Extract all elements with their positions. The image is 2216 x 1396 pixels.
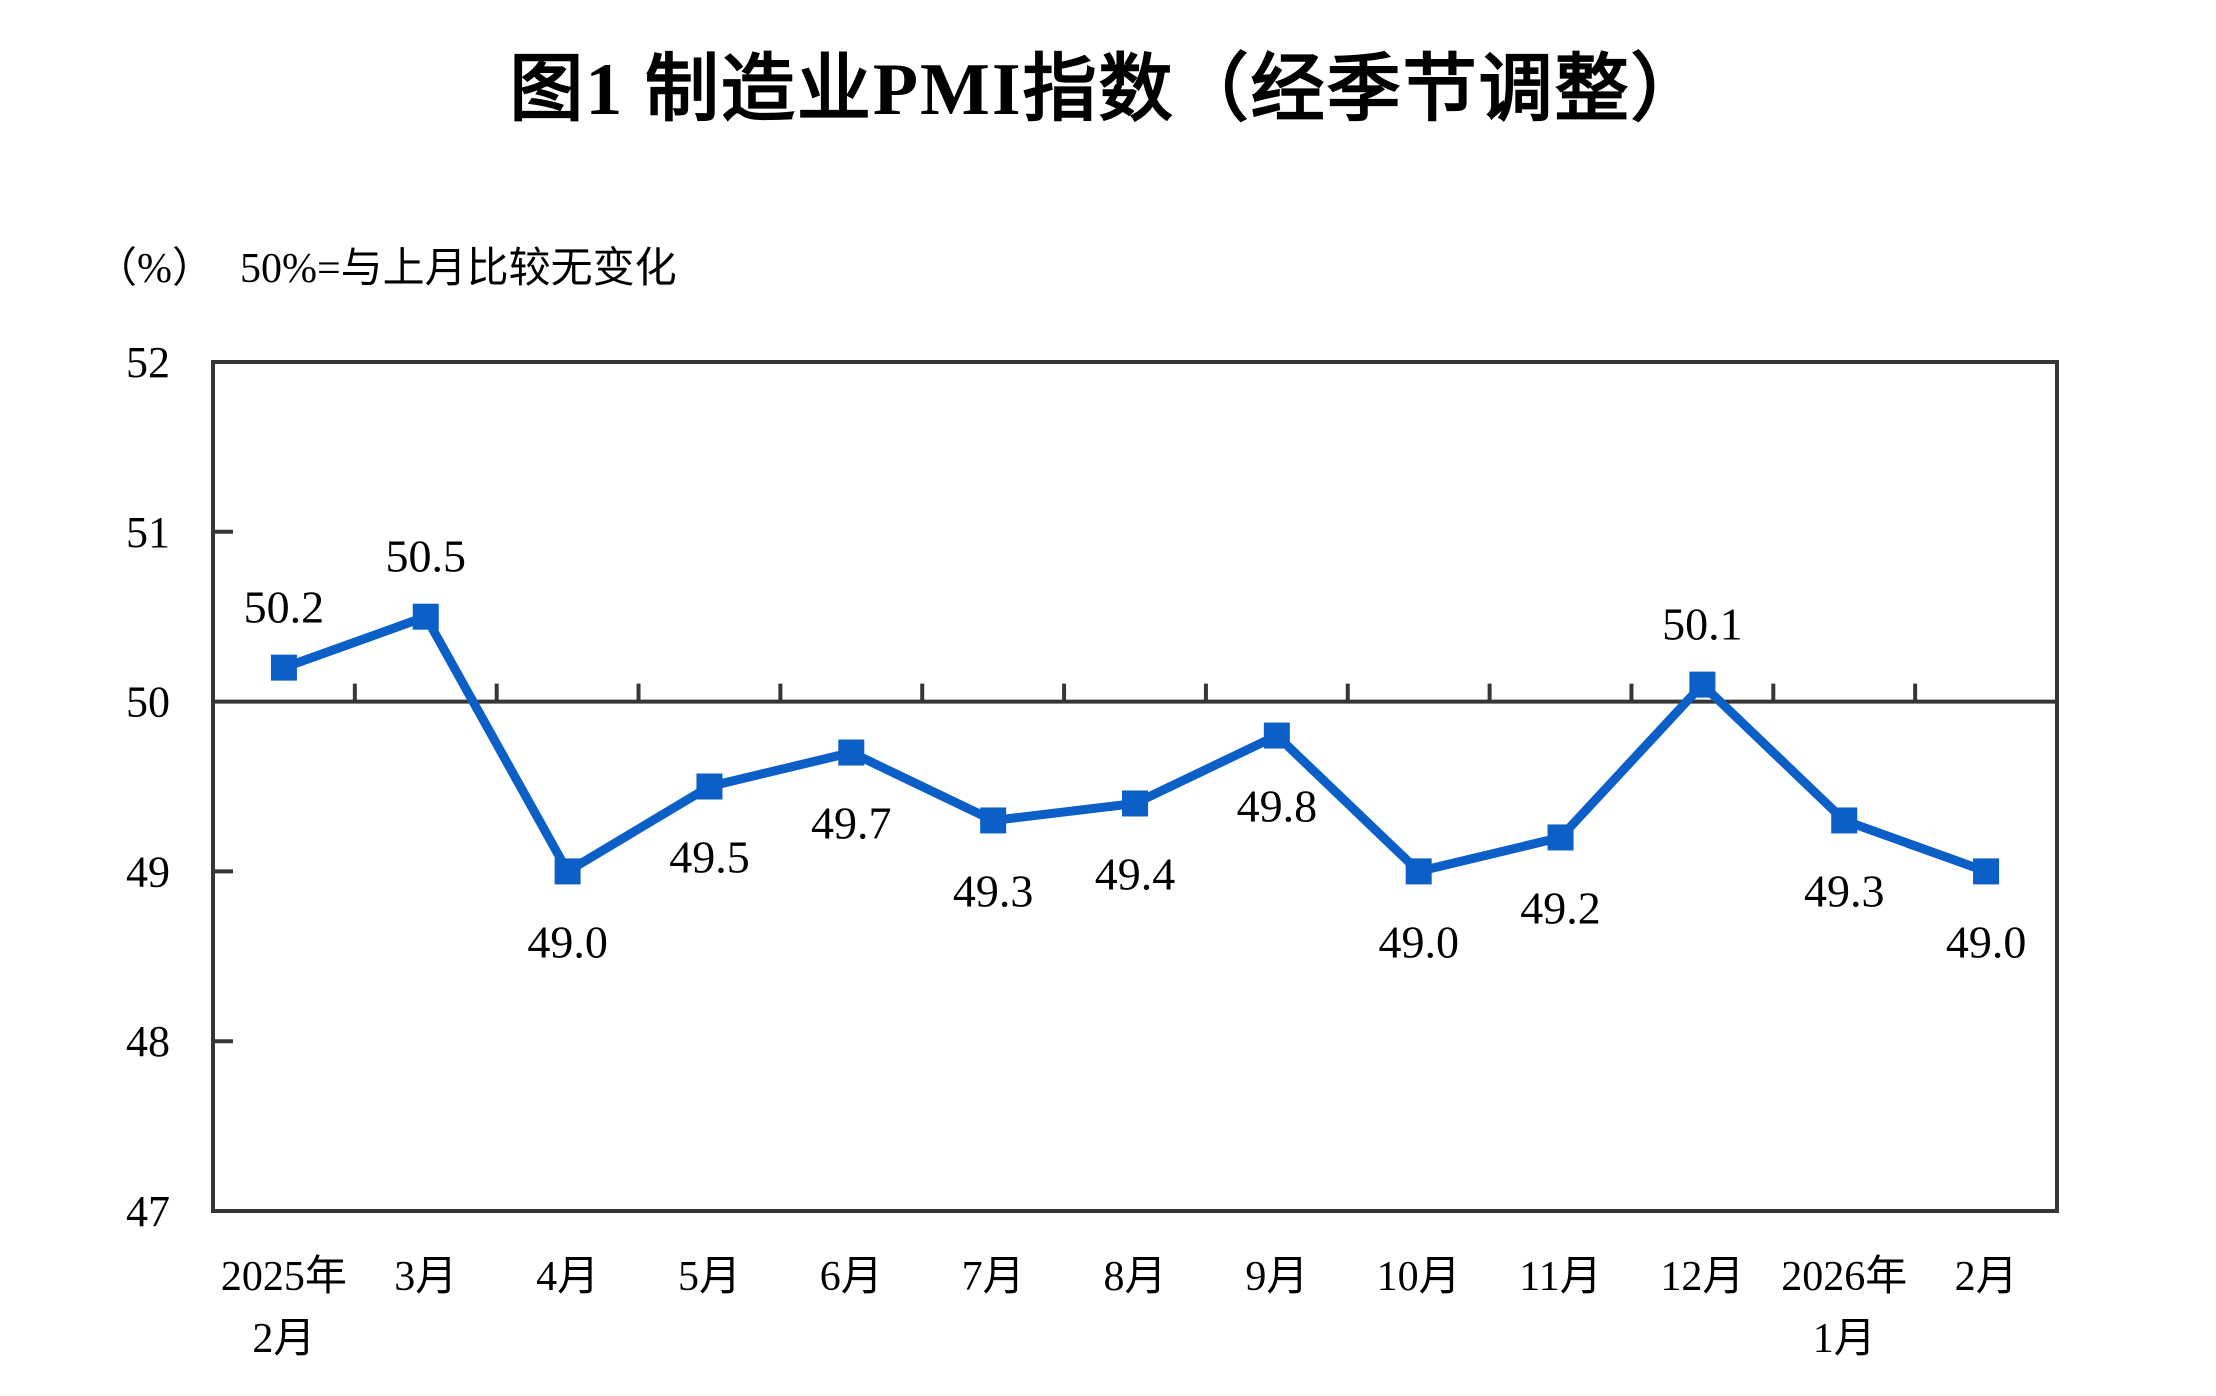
data-point-label: 50.1 [1662, 599, 1743, 650]
data-point-label: 49.2 [1520, 882, 1601, 933]
data-point-label: 50.5 [386, 531, 467, 582]
y-axis-tick-label: 47 [126, 1187, 170, 1236]
data-point-marker [1973, 858, 2000, 885]
reference-line-note: 50%=与上月比较无变化 [240, 246, 677, 292]
y-axis-tick-label: 48 [126, 1017, 170, 1066]
x-axis-category-label: 2025年 [221, 1253, 347, 1300]
x-axis-category-label: 2026年 [1781, 1253, 1907, 1300]
pmi-series-line [282, 611, 1988, 878]
data-point-label: 49.0 [527, 916, 608, 967]
data-point-label: 49.4 [1095, 848, 1176, 899]
data-point-marker [554, 858, 581, 885]
x-axis-category-label: 6月 [820, 1254, 883, 1300]
data-point-label: 49.3 [953, 865, 1034, 916]
x-axis-category-label: 4月 [536, 1254, 599, 1300]
data-point-label: 49.5 [669, 832, 750, 883]
data-point-label: 49.8 [1237, 781, 1318, 832]
data-point-label: 49.0 [1378, 916, 1459, 967]
data-point-label: 49.3 [1804, 865, 1885, 916]
x-axis-category-label: 2月 [1955, 1254, 2018, 1300]
data-point-marker [1831, 807, 1858, 834]
x-axis-category-label: 5月 [678, 1254, 741, 1300]
y-axis-unit-label: （%） [95, 246, 214, 292]
x-axis-category-label: 12月 [1660, 1254, 1744, 1300]
data-point-marker [1547, 824, 1574, 851]
data-point-marker [980, 807, 1007, 834]
data-point-marker [696, 773, 723, 800]
data-point-marker [838, 739, 865, 766]
data-point-marker [1405, 858, 1432, 885]
y-axis-tick-label: 50 [126, 678, 170, 727]
x-axis-category-label: 1月 [1813, 1316, 1876, 1362]
x-axis-category-label: 10月 [1377, 1254, 1461, 1300]
y-axis-tick-label: 51 [126, 508, 170, 557]
plot-border [211, 360, 2059, 1213]
data-point-marker [1689, 671, 1716, 698]
x-axis-category-label: 11月 [1519, 1254, 1601, 1300]
data-point-label: 49.7 [811, 798, 892, 849]
data-point-label: 49.0 [1946, 916, 2027, 967]
y-axis-tick-label: 49 [126, 847, 170, 896]
data-point-marker [1263, 722, 1290, 749]
x-axis-category-label: 3月 [394, 1254, 457, 1300]
data-point-label: 50.2 [244, 582, 325, 633]
x-axis-category-label: 9月 [1245, 1254, 1308, 1300]
axis-note-row: （%） 50%=与上月比较无变化 [95, 246, 677, 292]
data-point-marker [412, 603, 439, 630]
x-axis-category-label: 2月 [252, 1316, 315, 1362]
chart-title: 图1 制造业PMI指数（经季节调整） [509, 49, 1707, 131]
x-axis-category-label: 7月 [962, 1254, 1025, 1300]
data-point-marker [270, 654, 297, 681]
y-axis-tick-label: 52 [126, 338, 170, 387]
data-point-marker [1122, 790, 1148, 817]
x-axis-category-label: 8月 [1103, 1254, 1166, 1300]
